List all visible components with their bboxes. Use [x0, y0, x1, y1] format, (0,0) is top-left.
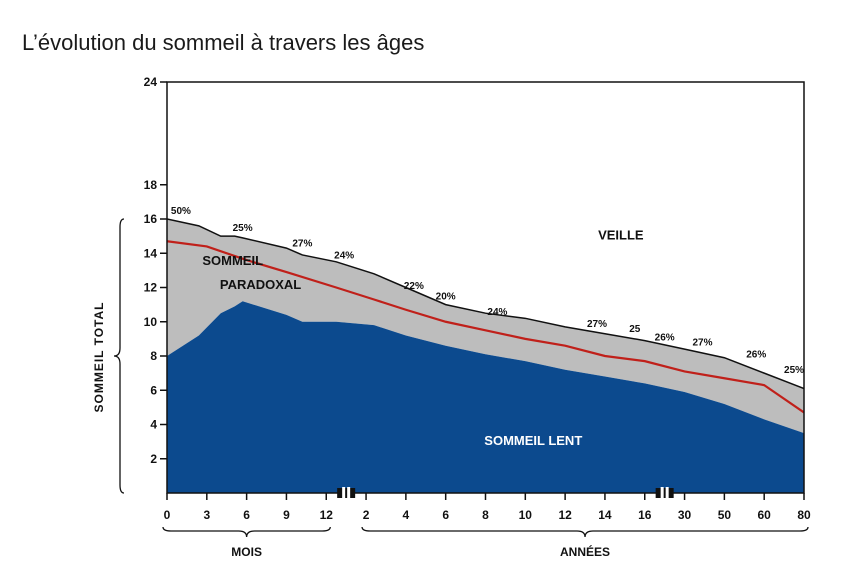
x-tick-label: 6	[243, 508, 250, 522]
y-tick-label: 24	[144, 75, 158, 89]
x-group-label: MOIS	[231, 545, 262, 559]
area-sommeil-paradoxal	[167, 219, 804, 434]
x-tick-label: 12	[320, 508, 334, 522]
x-tick-label: 12	[558, 508, 572, 522]
line-paradoxal-divider	[167, 240, 804, 414]
percent-label: 26%	[655, 333, 675, 344]
region-label-veille: VEILLE	[598, 228, 644, 243]
y-tick-label: 16	[144, 212, 158, 226]
y-total-brace	[113, 218, 125, 494]
axis-break-icon	[337, 488, 356, 498]
y-tick-label: 10	[144, 315, 158, 329]
x-group-brace	[361, 526, 809, 538]
x-tick-label: 3	[203, 508, 210, 522]
axis-break-icon	[655, 488, 674, 498]
x-tick-label: 80	[797, 508, 811, 522]
region-label-paradoxal-line1: SOMMEIL	[202, 253, 263, 268]
x-group-label: ANNÉES	[560, 544, 610, 559]
percent-label: 25%	[784, 365, 804, 376]
page-title: L’évolution du sommeil à travers les âge…	[22, 30, 425, 55]
y-tick-label: 14	[144, 246, 158, 260]
percent-label: 24%	[334, 250, 354, 261]
y-tick-label: 4	[150, 418, 157, 432]
percent-label: 24%	[487, 307, 507, 318]
region-label-paradoxal-line2: PARADOXAL	[220, 277, 301, 292]
percent-label: 20%	[436, 291, 456, 302]
x-tick-label: 30	[678, 508, 692, 522]
area-sommeil-lent	[167, 301, 804, 493]
region-label-lent: SOMMEIL LENT	[484, 433, 582, 448]
axis-break-gap	[665, 487, 669, 499]
axis-break-gap	[342, 487, 346, 499]
axis-break-gap	[660, 487, 664, 499]
percent-label: 27%	[587, 319, 607, 330]
y-tick-label: 18	[144, 178, 158, 192]
x-tick-label: 9	[283, 508, 290, 522]
x-tick-label: 14	[598, 508, 612, 522]
x-tick-label: 4	[403, 508, 410, 522]
percent-label: 22%	[404, 281, 424, 292]
y-tick-label: 12	[144, 281, 158, 295]
y-tick-label: 6	[150, 383, 157, 397]
percent-label: 50%	[171, 206, 191, 217]
x-tick-label: 60	[758, 508, 772, 522]
y-tick-label: 8	[150, 349, 157, 363]
line-sommeil-total	[167, 218, 804, 390]
x-tick-label: 10	[519, 508, 533, 522]
y-side-label: SOMMEIL TOTAL	[92, 302, 106, 413]
x-tick-label: 0	[164, 508, 171, 522]
percent-label: 25%	[233, 223, 253, 234]
percent-label: 26%	[746, 350, 766, 361]
percent-label: 25	[629, 324, 641, 335]
percent-label: 27%	[692, 338, 712, 349]
x-tick-label: 2	[363, 508, 370, 522]
axis-break-gap	[347, 487, 351, 499]
x-tick-label: 8	[482, 508, 489, 522]
percent-label: 27%	[292, 238, 312, 249]
x-tick-label: 6	[442, 508, 449, 522]
y-tick-label: 2	[150, 452, 157, 466]
x-tick-label: 50	[718, 508, 732, 522]
x-group-brace	[162, 526, 331, 538]
x-tick-label: 16	[638, 508, 652, 522]
